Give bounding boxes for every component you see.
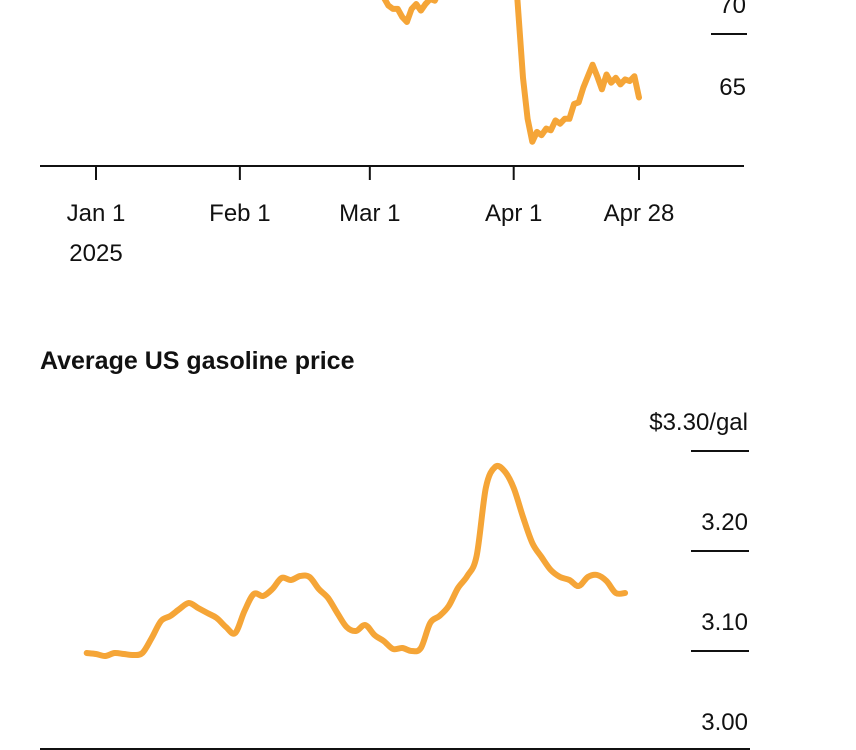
bottom-series-line <box>83 462 629 660</box>
top-x-tick-label: Mar 1 <box>339 200 400 227</box>
top-x-tick-label: Feb 1 <box>209 200 270 227</box>
bottom-y-tick-label: 3.20 <box>701 509 748 536</box>
crude-oil-price-chart: 70 65 Jan 1 2025 Feb 1 Mar 1 Apr 1 Apr 28 <box>40 0 747 267</box>
top-y-tick-labels: 70 65 <box>719 0 746 101</box>
bottom-y-tick-label: 3.00 <box>701 709 748 736</box>
bottom-y-tick-label: 3.10 <box>701 609 748 636</box>
top-x-ticks: Jan 1 2025 Feb 1 Mar 1 Apr 1 Apr 28 <box>67 166 675 267</box>
gasoline-price-chart: $3.30/gal 3.20 3.10 3.00 <box>40 409 750 750</box>
top-x-tick-sublabel: 2025 <box>69 240 122 267</box>
gasoline-chart-title: Average US gasoline price <box>40 347 355 375</box>
top-x-tick-label: Apr 1 <box>485 200 542 227</box>
top-y-tick-label: 65 <box>719 74 746 101</box>
top-x-tick-label: Apr 28 <box>604 200 675 227</box>
top-series-line <box>381 0 642 145</box>
bottom-y-tick-label: $3.30/gal <box>649 409 748 436</box>
bottom-y-tick-labels: $3.30/gal 3.20 3.10 3.00 <box>649 409 748 736</box>
bottom-y-gridlines <box>691 450 749 652</box>
top-x-tick-label: Jan 1 <box>67 200 126 227</box>
top-y-tick-label: 70 <box>719 0 746 19</box>
